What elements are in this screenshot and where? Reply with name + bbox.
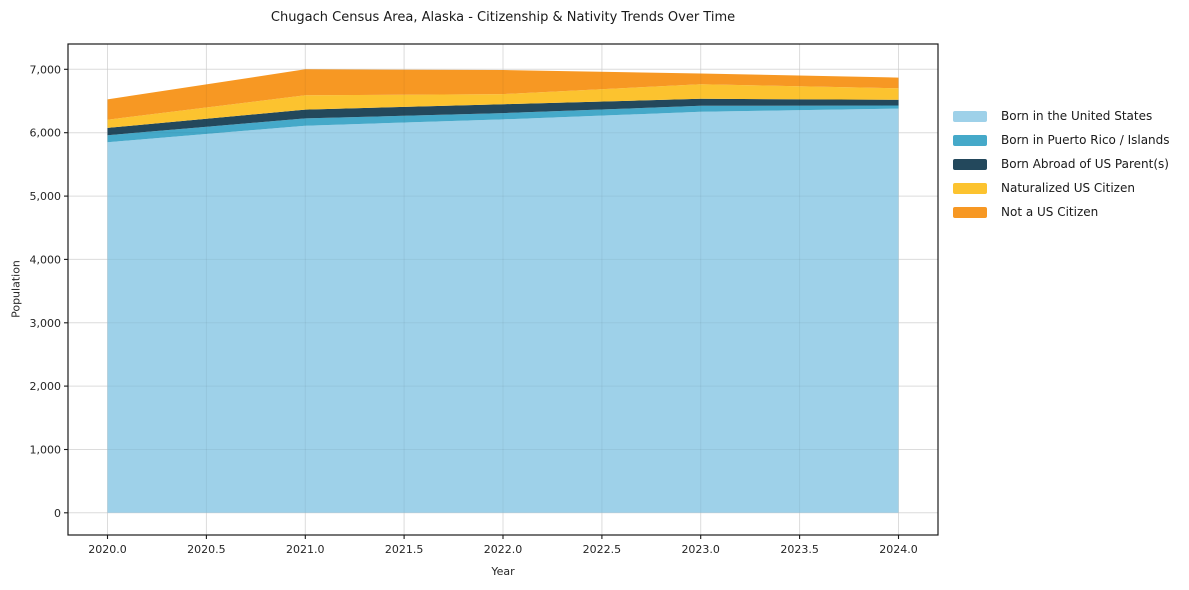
y-tick-label: 7,000 <box>30 63 62 76</box>
legend-label: Born in Puerto Rico / Islands <box>1001 133 1170 147</box>
x-tick-label: 2023.5 <box>780 543 819 556</box>
y-tick-label: 5,000 <box>30 190 62 203</box>
legend-item-born-in-the-united-states: Born in the United States <box>953 110 1170 122</box>
legend-item-not-a-us-citizen: Not a US Citizen <box>953 206 1170 218</box>
x-tick-label: 2024.0 <box>879 543 918 556</box>
chart-title: Chugach Census Area, Alaska - Citizenshi… <box>270 10 736 25</box>
legend-swatch-icon <box>953 182 987 194</box>
y-tick-label: 2,000 <box>30 380 62 393</box>
x-tick-label: 2021.0 <box>286 543 325 556</box>
y-axis-label: Population <box>9 260 23 318</box>
legend-swatch-icon <box>953 110 987 122</box>
x-tick-label: 2022.5 <box>583 543 622 556</box>
y-tick-label: 3,000 <box>30 317 62 330</box>
y-tick-label: 1,000 <box>30 444 62 457</box>
y-tick-label: 4,000 <box>30 253 62 266</box>
legend-swatch-icon <box>953 134 987 146</box>
legend-item-naturalized-us-citizen: Naturalized US Citizen <box>953 182 1170 194</box>
x-tick-label: 2020.0 <box>88 543 127 556</box>
y-tick-label: 0 <box>54 507 61 520</box>
legend-label: Born Abroad of US Parent(s) <box>1001 157 1169 171</box>
x-tick-label: 2021.5 <box>385 543 424 556</box>
legend-swatch-icon <box>953 158 987 170</box>
y-tick-label: 6,000 <box>30 127 62 140</box>
area-not-a-us-citizen <box>107 69 899 120</box>
area-born-in-puerto-rico-islands <box>107 105 899 143</box>
area-born-in-the-united-states <box>107 108 899 513</box>
area-naturalized-us-citizen <box>107 84 899 128</box>
legend-swatch-icon <box>953 206 987 218</box>
x-tick-label: 2022.0 <box>484 543 523 556</box>
x-tick-label: 2023.0 <box>681 543 720 556</box>
x-axis-label: Year <box>491 565 515 578</box>
legend-label: Not a US Citizen <box>1001 205 1099 219</box>
area-born-abroad-of-us-parent-s <box>107 98 899 136</box>
x-tick-label: 2020.5 <box>187 543 226 556</box>
legend-label: Born in the United States <box>1001 109 1153 123</box>
legend-item-born-in-puerto-rico-islands: Born in Puerto Rico / Islands <box>953 134 1170 146</box>
legend-label: Naturalized US Citizen <box>1001 181 1135 195</box>
legend-item-born-abroad-of-us-parent-s: Born Abroad of US Parent(s) <box>953 158 1170 170</box>
legend: Born in the United States Born in Puerto … <box>953 110 1170 218</box>
